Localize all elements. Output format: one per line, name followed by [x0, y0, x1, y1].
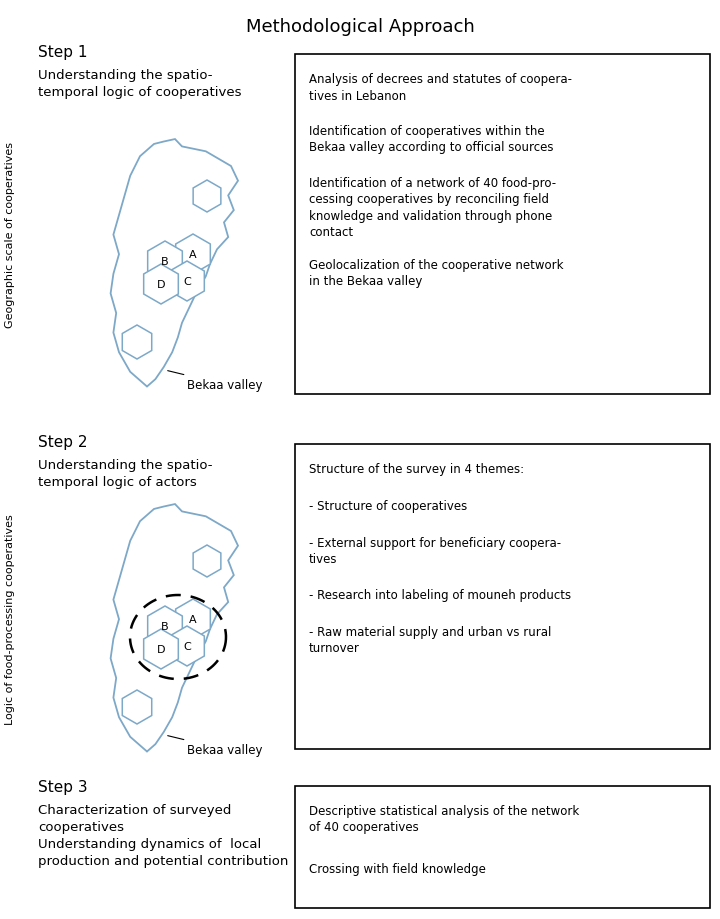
Text: Step 3: Step 3: [38, 779, 88, 794]
Polygon shape: [170, 627, 204, 666]
Polygon shape: [144, 630, 179, 669]
Polygon shape: [176, 599, 210, 640]
Text: - Structure of cooperatives: - Structure of cooperatives: [309, 499, 467, 513]
Text: Step 1: Step 1: [38, 45, 88, 60]
FancyBboxPatch shape: [295, 55, 710, 394]
Text: Geographic scale of cooperatives: Geographic scale of cooperatives: [5, 142, 15, 328]
FancyBboxPatch shape: [295, 786, 710, 908]
Polygon shape: [111, 140, 238, 387]
Text: B: B: [161, 256, 168, 267]
Text: Methodological Approach: Methodological Approach: [246, 18, 474, 36]
Text: Characterization of surveyed
cooperatives
Understanding dynamics of  local
produ: Characterization of surveyed cooperative…: [38, 803, 289, 867]
Text: Logic of food-processing cooperatives: Logic of food-processing cooperatives: [5, 514, 15, 724]
Polygon shape: [148, 242, 182, 282]
Text: Bekaa valley: Bekaa valley: [168, 736, 263, 756]
Text: Identification of a network of 40 food-pro-
cessing cooperatives by reconciling : Identification of a network of 40 food-p…: [309, 176, 556, 239]
Text: Geolocalization of the cooperative network
in the Bekaa valley: Geolocalization of the cooperative netwo…: [309, 259, 564, 289]
FancyBboxPatch shape: [295, 445, 710, 749]
Polygon shape: [176, 234, 210, 275]
Text: Descriptive statistical analysis of the network
of 40 cooperatives: Descriptive statistical analysis of the …: [309, 804, 580, 834]
Polygon shape: [122, 690, 152, 724]
Polygon shape: [148, 607, 182, 646]
Text: A: A: [189, 614, 197, 624]
Text: Crossing with field knowledge: Crossing with field knowledge: [309, 862, 486, 875]
Text: Step 2: Step 2: [38, 435, 88, 449]
Text: Analysis of decrees and statutes of coopera-
tives in Lebanon: Analysis of decrees and statutes of coop…: [309, 73, 572, 102]
Text: A: A: [189, 250, 197, 260]
Text: C: C: [183, 277, 191, 287]
Text: D: D: [157, 279, 166, 289]
Text: C: C: [183, 641, 191, 652]
Text: Understanding the spatio-
temporal logic of actors: Understanding the spatio- temporal logic…: [38, 459, 212, 489]
Polygon shape: [193, 545, 221, 577]
Text: D: D: [157, 644, 166, 654]
Polygon shape: [144, 265, 179, 305]
Text: B: B: [161, 621, 168, 631]
Text: Understanding the spatio-
temporal logic of cooperatives: Understanding the spatio- temporal logic…: [38, 69, 241, 99]
Text: Bekaa valley: Bekaa valley: [168, 371, 263, 391]
Polygon shape: [193, 181, 221, 213]
Polygon shape: [111, 505, 238, 752]
Text: Identification of cooperatives within the
Bekaa valley according to official sou: Identification of cooperatives within th…: [309, 125, 554, 154]
Polygon shape: [170, 262, 204, 301]
Text: Structure of the survey in 4 themes:: Structure of the survey in 4 themes:: [309, 462, 524, 475]
Polygon shape: [122, 325, 152, 359]
Text: - Research into labeling of mouneh products: - Research into labeling of mouneh produ…: [309, 588, 571, 601]
Text: - External support for beneficiary coopera-
tives: - External support for beneficiary coope…: [309, 537, 561, 566]
Text: - Raw material supply and urban vs rural
turnover: - Raw material supply and urban vs rural…: [309, 625, 552, 654]
